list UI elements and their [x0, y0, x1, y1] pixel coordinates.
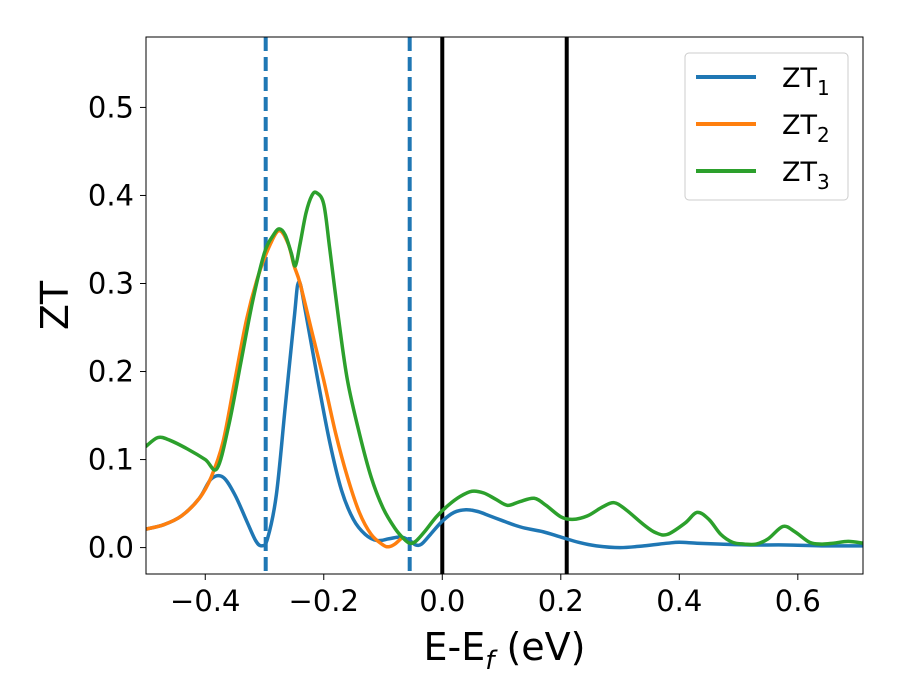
x-tick-label: 0.2 — [538, 584, 584, 618]
y-tick-label: 0.1 — [88, 443, 134, 477]
legend-label-zt1: ZT1 — [782, 63, 830, 100]
x-tick-label: −0.2 — [289, 584, 359, 618]
reference-lines — [263, 37, 569, 574]
y-axis-ticks: 0.0 0.1 0.2 0.3 0.4 0.5 — [88, 90, 146, 565]
legend-box — [684, 52, 849, 201]
series-line-zt1 — [146, 279, 863, 550]
plot-area — [145, 36, 864, 575]
y-tick-label: 0.3 — [88, 266, 134, 300]
y-tick-label: 0.0 — [88, 531, 134, 565]
legend-label-zt2: ZT2 — [782, 110, 830, 147]
y-tick-label: 0.5 — [88, 90, 134, 124]
x-axis-label: E-Ef (eV) — [424, 625, 586, 676]
series-layer — [146, 190, 863, 550]
x-tick-label: 0.4 — [656, 584, 702, 618]
series-line-zt2 — [146, 228, 403, 549]
series-line-zt3 — [146, 190, 863, 547]
legend-label-zt3: ZT3 — [782, 157, 830, 194]
y-tick-label: 0.4 — [88, 178, 134, 212]
plot-frame — [145, 36, 864, 575]
legend: ZT1 ZT2 ZT3 — [684, 52, 849, 201]
y-tick-label: 0.2 — [88, 355, 134, 389]
x-tick-label: −0.4 — [170, 584, 240, 618]
y-axis-label: ZT — [33, 280, 77, 330]
x-tick-label: 0.6 — [775, 584, 821, 618]
x-tick-label: 0.0 — [419, 584, 465, 618]
x-axis-ticks: −0.4 −0.2 0.0 0.2 0.4 0.6 — [170, 574, 821, 618]
